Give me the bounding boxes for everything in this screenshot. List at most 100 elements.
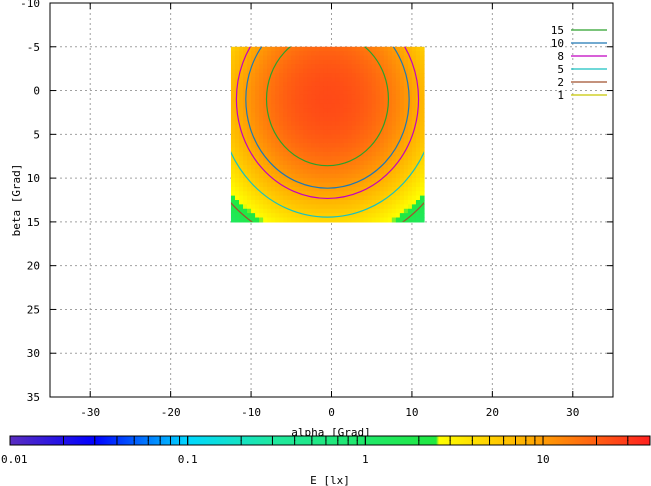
- heatmap-cell: [271, 182, 276, 188]
- heatmap-cell: [347, 90, 353, 96]
- heatmap-cell: [395, 59, 401, 65]
- heatmap-cell: [271, 125, 276, 131]
- heatmap-cell: [363, 125, 369, 131]
- heatmap-cell: [307, 169, 312, 175]
- heatmap-cell: [391, 94, 397, 100]
- heatmap-cell: [331, 73, 337, 79]
- heatmap-cell: [387, 125, 393, 131]
- heatmap-cell: [299, 68, 304, 74]
- heatmap-cell: [311, 217, 317, 223]
- heatmap-cell: [363, 46, 369, 52]
- heatmap-cell: [387, 138, 393, 144]
- heatmap-cell: [239, 99, 244, 105]
- heatmap-cell: [271, 156, 276, 162]
- heatmap-cell: [251, 191, 256, 197]
- heatmap-cell: [251, 151, 256, 157]
- heatmap-cell: [291, 191, 296, 197]
- heatmap-cell: [291, 195, 296, 201]
- heatmap-cell: [323, 151, 329, 157]
- heatmap-cell: [367, 178, 373, 184]
- heatmap-cell: [359, 112, 365, 118]
- heatmap-cell: [355, 195, 361, 201]
- heatmap-cell: [339, 94, 345, 100]
- heatmap-cell: [399, 46, 405, 52]
- heatmap-cell: [295, 51, 300, 57]
- heatmap-cell: [415, 59, 421, 65]
- heatmap-cell: [395, 125, 401, 131]
- heatmap-cell: [275, 191, 280, 197]
- heatmap-cell: [323, 191, 329, 197]
- heatmap-cell: [387, 77, 393, 83]
- heatmap-cell: [347, 213, 353, 219]
- heatmap-cell: [387, 195, 393, 201]
- heatmap-cell: [355, 164, 361, 170]
- heatmap-cell: [355, 173, 361, 179]
- heatmap-cell: [295, 160, 300, 166]
- heatmap-cell: [343, 191, 349, 197]
- heatmap-cell: [343, 116, 349, 122]
- heatmap-cell: [255, 138, 260, 144]
- heatmap-cell: [343, 143, 349, 149]
- heatmap-cell: [403, 55, 409, 61]
- heatmap-cell: [271, 213, 276, 219]
- heatmap-cell: [343, 164, 349, 170]
- heatmap-cell: [283, 73, 288, 79]
- heatmap-cell: [230, 51, 236, 57]
- heatmap-cell: [371, 116, 377, 122]
- heatmap-cell: [307, 112, 312, 118]
- heatmap-cell: [339, 204, 345, 210]
- heatmap-cell: [343, 73, 349, 79]
- heatmap-cell: [395, 86, 401, 92]
- heatmap-cell: [291, 90, 296, 96]
- heatmap-cell: [234, 68, 240, 74]
- heatmap-cell: [283, 147, 288, 153]
- heatmap-cell: [243, 103, 248, 109]
- heatmap-cell: [375, 151, 381, 157]
- heatmap-cell: [371, 178, 377, 184]
- heatmap-cell: [271, 147, 276, 153]
- heatmap-cell: [339, 68, 345, 74]
- heatmap-cell: [311, 200, 317, 205]
- colorbar-gradient: [9, 435, 651, 446]
- heatmap-cell: [415, 129, 421, 135]
- heatmap-cell: [251, 169, 256, 175]
- heatmap-cell: [303, 68, 308, 74]
- heatmap-cell: [263, 86, 268, 92]
- heatmap-cell: [387, 108, 393, 114]
- heatmap-cell: [267, 129, 272, 135]
- heatmap-cell: [279, 173, 284, 179]
- legend-label: 8: [557, 50, 564, 63]
- heatmap-cell: [323, 73, 329, 79]
- heatmap-cell: [347, 81, 353, 87]
- heatmap-cell: [279, 160, 284, 166]
- heatmap-cell: [411, 134, 417, 140]
- heatmap-cell: [255, 164, 260, 170]
- heatmap-cell: [335, 186, 341, 192]
- heatmap-cell: [335, 59, 341, 65]
- heatmap-cell: [283, 143, 288, 149]
- heatmap-cell: [339, 46, 345, 52]
- heatmap-cell: [283, 55, 288, 61]
- heatmap-cell: [271, 164, 276, 170]
- heatmap-cell: [407, 77, 413, 83]
- heatmap-cell: [271, 55, 276, 61]
- heatmap-cell: [367, 156, 373, 162]
- heatmap-cell: [355, 46, 361, 52]
- heatmap-cell: [295, 156, 300, 162]
- heatmap-cell: [383, 160, 389, 166]
- heatmap-cell: [303, 147, 308, 153]
- heatmap-cell: [335, 164, 341, 170]
- heatmap-cell: [287, 86, 292, 92]
- heatmap-cell: [315, 90, 321, 96]
- heatmap-cell: [259, 90, 264, 96]
- heatmap-cell: [387, 213, 393, 219]
- heatmap-cell: [315, 81, 321, 87]
- heatmap-cell: [375, 204, 381, 210]
- heatmap-cell: [311, 55, 317, 61]
- heatmap-cell: [271, 169, 276, 175]
- heatmap-cell: [415, 200, 421, 205]
- heatmap-cell: [239, 143, 244, 149]
- heatmap-cell: [411, 99, 417, 105]
- heatmap-cell: [355, 208, 361, 214]
